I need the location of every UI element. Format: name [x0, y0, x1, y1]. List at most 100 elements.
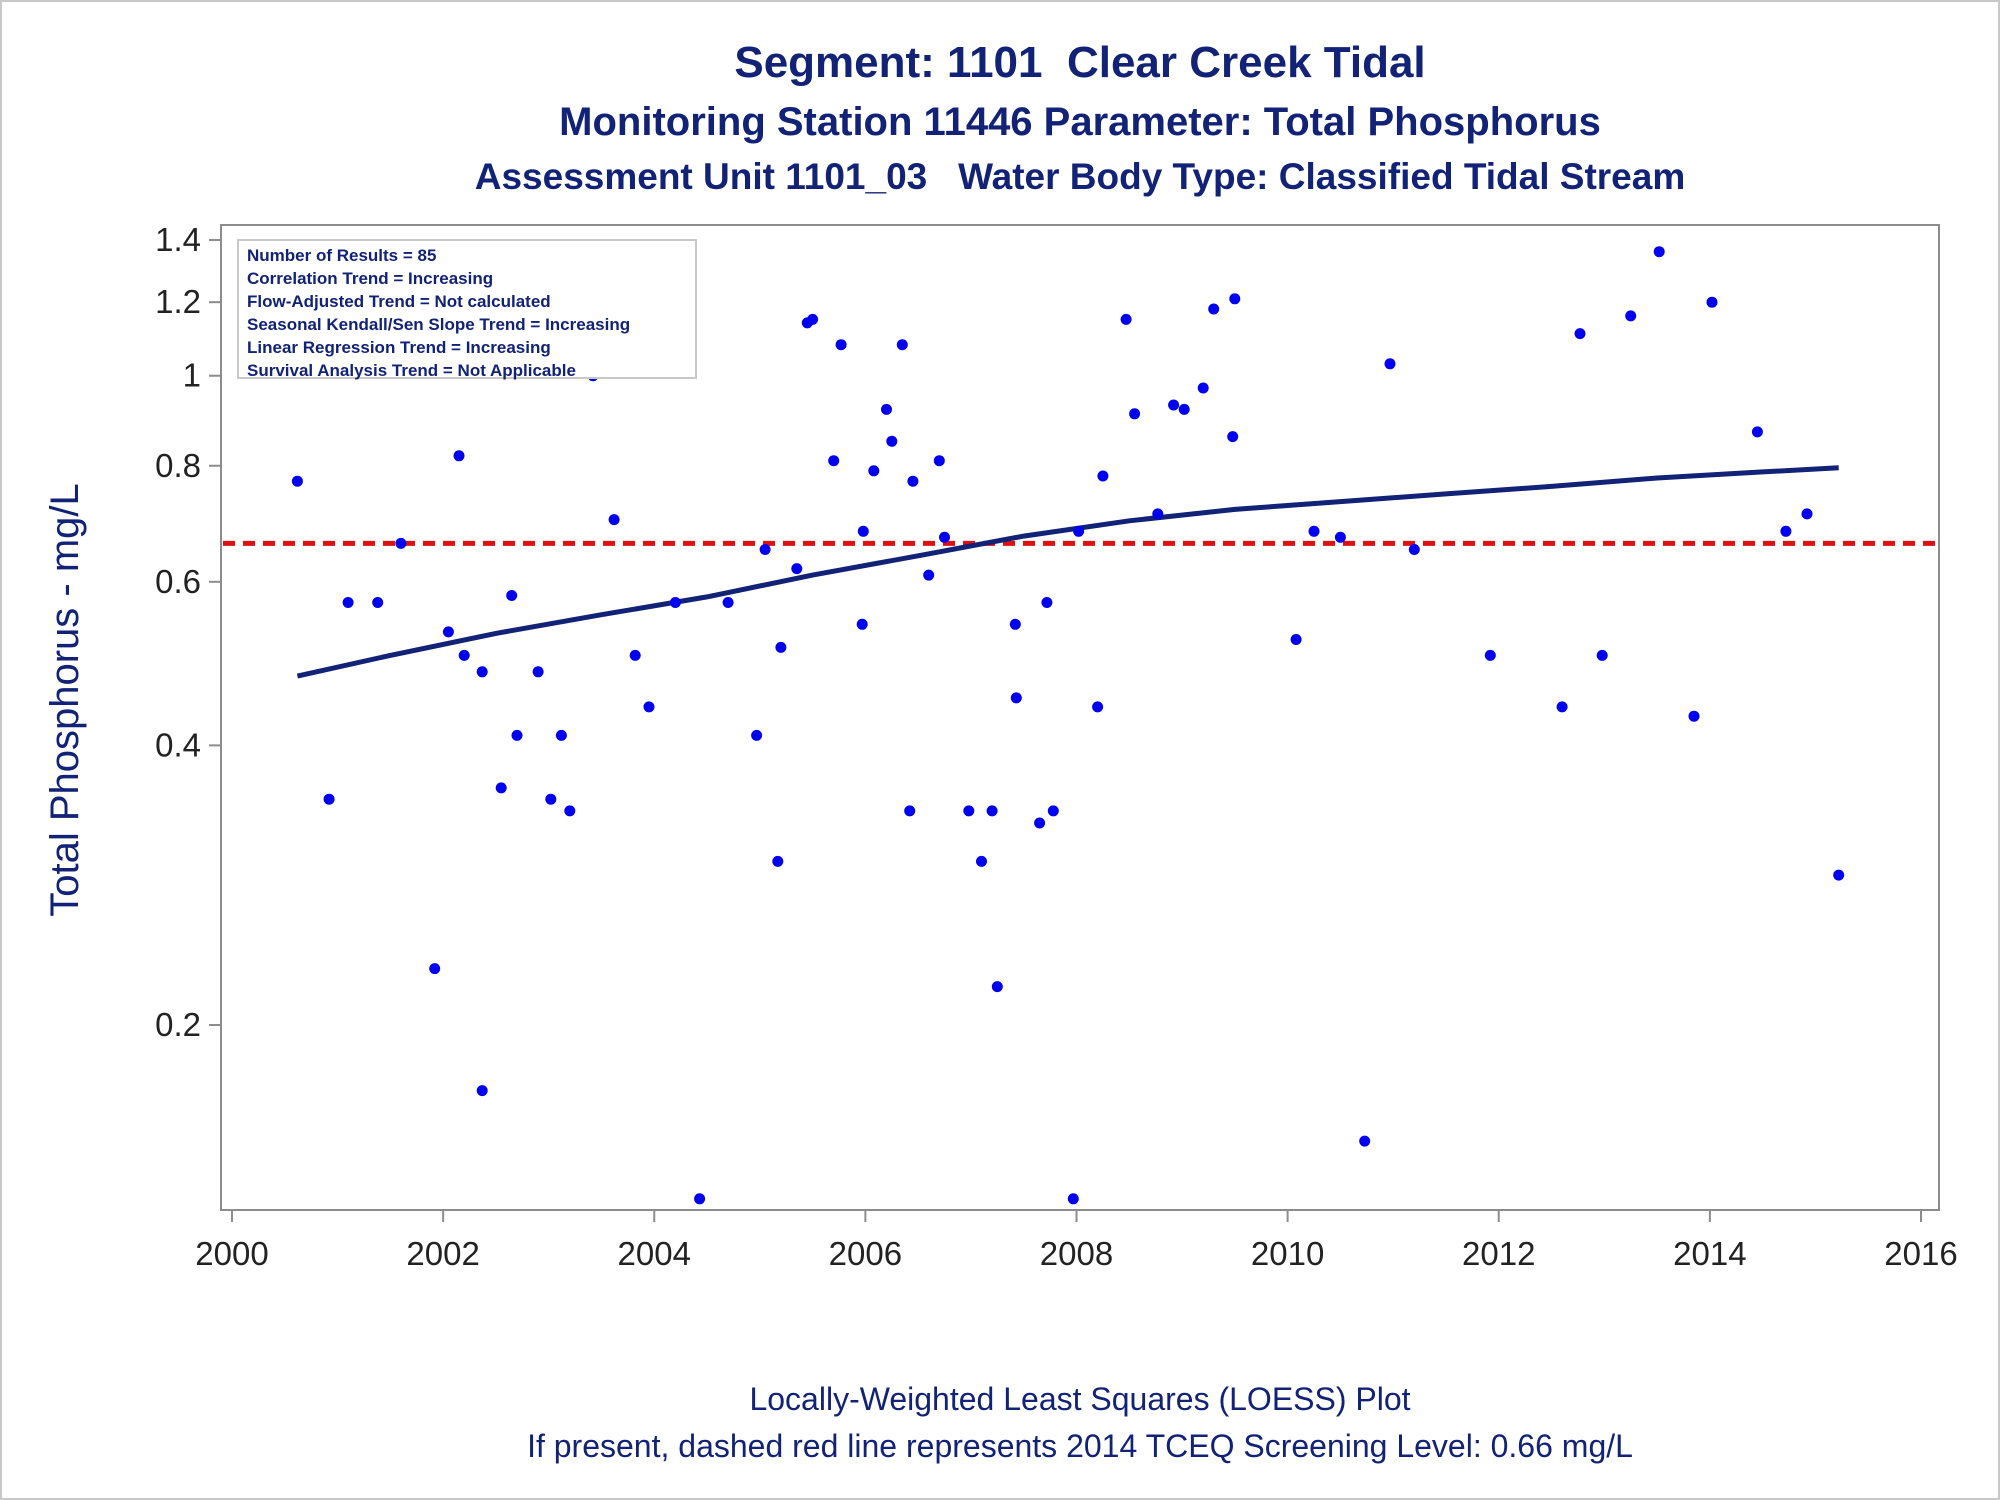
x-tick-label: 2016: [1884, 1235, 1957, 1272]
data-point: [1290, 634, 1302, 645]
data-point: [532, 666, 544, 678]
data-point: [608, 514, 620, 526]
y-axis: 0.2 0.4 0.6 0.8 1 1.2 1.4: [155, 221, 221, 1043]
y-tick-label: 0.2: [155, 1006, 201, 1043]
x-tick-label: 2004: [618, 1235, 691, 1272]
legend-line: Survival Analysis Trend = Not Applicable: [247, 361, 576, 380]
data-point: [772, 855, 784, 867]
x-tick-label: 2000: [195, 1235, 268, 1272]
data-point: [564, 805, 576, 817]
data-point: [775, 641, 787, 653]
data-point: [1097, 470, 1109, 482]
data-point: [1197, 382, 1209, 394]
chart-title: Segment: 1101 Clear Creek Tidal: [734, 38, 1426, 87]
data-point: [1120, 313, 1132, 325]
data-point: [694, 1193, 706, 1205]
data-point: [722, 597, 734, 608]
data-point: [1041, 597, 1053, 608]
data-point: [963, 805, 975, 817]
data-point: [835, 339, 847, 351]
legend-line: Correlation Trend = Increasing: [247, 269, 494, 288]
chart-subtitle: Monitoring Station 11446 Parameter: Tota…: [559, 100, 1601, 144]
data-point: [868, 465, 880, 477]
legend-box: Number of Results = 85 Correlation Trend…: [237, 239, 697, 380]
data-point: [1092, 701, 1104, 713]
data-point: [1408, 544, 1420, 555]
data-point: [1208, 303, 1220, 315]
data-point: [986, 805, 998, 817]
y-tick-label: 0.8: [155, 447, 201, 484]
data-point: [856, 618, 868, 630]
loess-trend-line: [296, 465, 1839, 679]
data-point: [429, 963, 441, 975]
data-point: [545, 793, 557, 805]
data-point: [1229, 293, 1241, 305]
data-point: [1596, 649, 1608, 661]
data-point: [857, 525, 869, 537]
data-point: [1359, 1135, 1371, 1147]
data-point: [506, 590, 518, 601]
data-point: [1484, 649, 1496, 661]
data-point: [442, 626, 454, 638]
data-point: [669, 597, 681, 608]
data-point: [1010, 692, 1022, 704]
data-point: [751, 729, 763, 741]
data-point: [1556, 701, 1568, 713]
chart-subtitle-2: Assessment Unit 1101_03 Water Body Type:…: [474, 156, 1686, 197]
data-point: [1129, 408, 1141, 420]
data-point: [904, 805, 916, 817]
data-point: [807, 313, 819, 325]
data-point: [555, 729, 567, 741]
y-tick-label: 0.4: [155, 726, 201, 763]
x-tick-label: 2006: [829, 1235, 902, 1272]
plot-frame: [220, 224, 1940, 1211]
data-point: [939, 531, 950, 543]
data-point: [1073, 525, 1085, 537]
legend-line: Linear Regression Trend = Increasing: [247, 338, 551, 357]
data-point: [1047, 805, 1059, 817]
data-point: [759, 544, 771, 555]
data-point: [1384, 358, 1396, 370]
data-point: [1574, 328, 1586, 340]
footnote-loess: Locally-Weighted Least Squares (LOESS) P…: [749, 1381, 1411, 1417]
data-point: [291, 475, 303, 487]
x-axis: 2000 2002 2004 2006 2008 2010 2012 2014 2016: [195, 1210, 1958, 1272]
data-point: [828, 455, 840, 467]
data-point: [511, 729, 523, 741]
data-point: [886, 435, 898, 447]
chart-marks: [223, 246, 1937, 1205]
data-point: [629, 649, 641, 661]
data-point: [933, 455, 945, 467]
data-point: [1009, 618, 1021, 630]
x-tick-label: 2008: [1040, 1235, 1113, 1272]
data-point: [453, 450, 465, 462]
x-tick-label: 2012: [1462, 1235, 1535, 1272]
data-point: [1780, 525, 1792, 537]
data-point: [907, 475, 919, 487]
data-point: [1833, 869, 1845, 881]
data-point: [881, 403, 892, 415]
data-point: [1801, 508, 1813, 520]
data-point: [1653, 246, 1665, 258]
x-tick-label: 2014: [1673, 1235, 1746, 1272]
data-point: [1751, 426, 1763, 438]
data-point: [476, 1085, 488, 1097]
legend-line: Number of Results = 85: [247, 246, 437, 265]
data-point: [1706, 296, 1718, 308]
data-point: [1227, 431, 1239, 443]
data-point: [1034, 817, 1046, 829]
legend-line: Seasonal Kendall/Sen Slope Trend = Incre…: [247, 315, 631, 334]
data-point: [991, 981, 1003, 993]
data-point: [1168, 399, 1180, 411]
data-point: [1688, 710, 1700, 722]
data-point: [1152, 508, 1164, 520]
data-point: [458, 649, 470, 661]
data-point: [323, 793, 335, 805]
data-point: [1067, 1193, 1079, 1205]
data-point: [1178, 403, 1190, 415]
y-tick-label: 0.6: [155, 563, 201, 600]
y-tick-label: 1: [183, 357, 201, 394]
data-point: [923, 569, 935, 581]
data-point: [896, 339, 908, 351]
